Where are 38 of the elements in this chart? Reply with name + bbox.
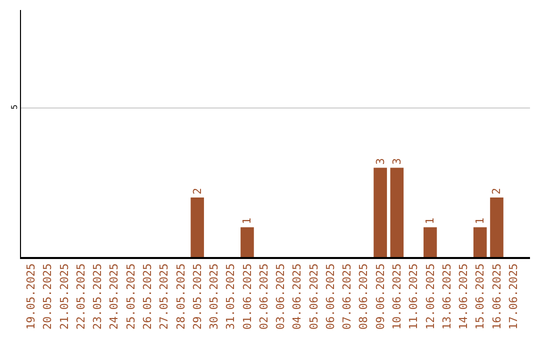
x-tick-label: 11.06.2025: [407, 263, 420, 330]
x-tick-label: 30.05.2025: [208, 263, 221, 330]
x-tick-label: 26.05.2025: [140, 263, 154, 330]
x-tick-label: 04.06.2025: [290, 263, 304, 330]
x-tick-label: 12.06.2025: [424, 263, 437, 330]
x-tick-label: 07.06.2025: [340, 263, 354, 330]
y-tick-label: 5: [10, 104, 19, 110]
x-tick-label: 23.05.2025: [91, 263, 104, 330]
x-tick-label: 25.05.2025: [124, 263, 138, 330]
x-tick-label: 28.05.2025: [174, 263, 188, 330]
data-label: 3: [390, 158, 404, 165]
x-tick-label: 16.06.2025: [490, 263, 504, 330]
x-tick-label: 10.06.2025: [390, 263, 404, 330]
x-tick-label: 15.06.2025: [474, 263, 487, 330]
data-label: 1: [424, 218, 437, 224]
x-tick-label: 06.06.2025: [324, 263, 337, 330]
data-label: 2: [190, 188, 204, 194]
data-label: 3: [374, 158, 387, 165]
data-label: 1: [474, 218, 487, 224]
x-tick-label: 31.05.2025: [224, 263, 238, 330]
x-tick-label: 02.06.2025: [257, 263, 270, 330]
x-tick-label: 05.06.2025: [307, 263, 320, 330]
x-tick-label: 17.06.2025: [506, 263, 520, 330]
x-tick-label: 24.05.2025: [108, 263, 121, 330]
x-tick-label: 21.05.2025: [58, 263, 71, 330]
x-tick-label: 09.06.2025: [374, 263, 387, 330]
x-tick-label: 14.06.2025: [457, 263, 470, 330]
x-tick-label: 08.06.2025: [357, 263, 370, 330]
x-tick-label: 20.05.2025: [41, 263, 54, 330]
x-tick-label: 27.05.2025: [158, 263, 171, 330]
x-tick-label: 22.05.2025: [74, 263, 88, 330]
x-tick-label: 19.05.2025: [24, 263, 38, 330]
data-label: 2: [490, 188, 504, 194]
data-label: 1: [240, 218, 254, 224]
x-tick-label: 03.06.2025: [274, 263, 288, 330]
x-tick-label: 13.06.2025: [440, 263, 454, 330]
x-tick-label: 29.05.2025: [190, 263, 204, 330]
x-tick-label: 01.06.2025: [240, 263, 254, 330]
